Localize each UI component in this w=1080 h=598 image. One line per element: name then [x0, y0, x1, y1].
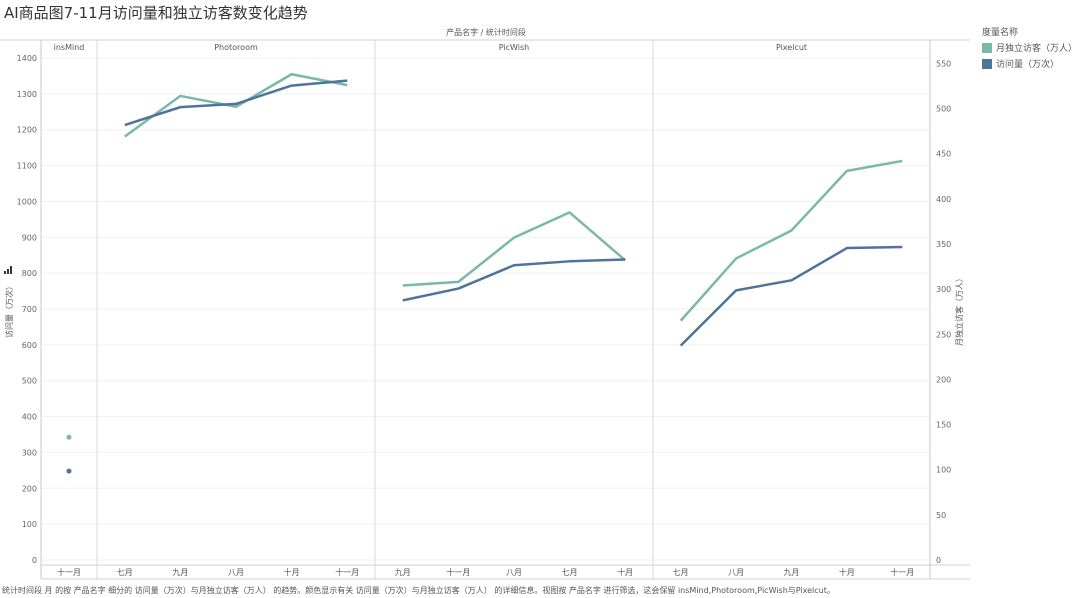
- left-tick-label: 200: [22, 484, 37, 493]
- legend: 度量名称 月独立访客（万人） 访问量（万次）: [982, 25, 1077, 73]
- legend-label-visits: 访问量（万次）: [996, 60, 1060, 70]
- footnote: 统计时间段 月 的按 产品名字 细分的 访问量（万次）与月独立访客（万人） 的趋…: [2, 586, 835, 595]
- x-tick-label: 十月: [617, 567, 633, 577]
- left-tick-label: 0: [32, 556, 37, 565]
- right-tick-label: 250: [936, 330, 951, 339]
- legend-swatch-visitors: [982, 42, 992, 53]
- legend-title: 度量名称: [982, 28, 1019, 38]
- right-tick-label: 350: [936, 240, 951, 249]
- bar-chart-icon: [4, 266, 14, 274]
- visits-line-pixelcut: [679, 245, 903, 347]
- header-label: 产品名字 / 统计时间段: [446, 27, 526, 37]
- right-axis-title: 月独立访客（万人）: [954, 274, 964, 346]
- left-tick-label: 300: [22, 448, 37, 457]
- visits-line-picwish: [402, 258, 626, 302]
- legend-label-visitors: 月独立访客（万人）: [996, 44, 1078, 54]
- x-tick-label: 七月: [673, 568, 689, 577]
- panel-title-insmind: insMind: [54, 43, 85, 52]
- right-tick-label: 550: [936, 59, 951, 68]
- visitors-point: [66, 434, 72, 440]
- x-tick-label: 十一月: [57, 567, 81, 577]
- visits-point: [66, 468, 72, 474]
- visits-line-photoroom: [124, 79, 348, 127]
- right-tick-label: 400: [936, 195, 951, 204]
- left-tick-label: 700: [22, 305, 37, 314]
- left-tick-label: 100: [22, 520, 37, 529]
- panel-title-photoroom: Photoroom: [214, 43, 258, 52]
- visitors-line-pixelcut: [679, 159, 903, 322]
- legend-item-visits[interactable]: 访问量（万次）: [982, 57, 1077, 70]
- x-tick-label: 十月: [284, 567, 300, 577]
- visitors-line-photoroom: [124, 73, 348, 138]
- x-tick-label: 十一月: [890, 567, 914, 577]
- visitors-line-picwish: [402, 211, 627, 287]
- left-tick-label: 1300: [17, 90, 37, 99]
- x-tick-label: 八月: [728, 568, 744, 577]
- right-tick-label: 450: [936, 150, 951, 159]
- left-axis-title: 访问量（万次）: [4, 282, 14, 338]
- right-tick-label: 100: [936, 466, 951, 475]
- left-tick-label: 1200: [17, 126, 37, 135]
- x-tick-label: 十月: [839, 567, 855, 577]
- right-tick-label: 300: [936, 285, 951, 294]
- left-tick-label: 400: [22, 413, 37, 422]
- panel-title-picwish: PicWish: [499, 43, 529, 52]
- x-tick-label: 八月: [228, 568, 244, 577]
- x-tick-label: 八月: [506, 568, 522, 577]
- x-tick-label: 九月: [784, 568, 800, 577]
- legend-swatch-visits: [982, 58, 992, 69]
- right-tick-label: 500: [936, 105, 951, 114]
- x-tick-label: 九月: [395, 568, 411, 577]
- right-tick-label: 0: [936, 556, 941, 565]
- left-tick-label: 800: [22, 269, 37, 278]
- left-tick-label: 1100: [17, 162, 37, 171]
- right-tick-label: 50: [936, 511, 946, 520]
- legend-item-visitors[interactable]: 月独立访客（万人）: [982, 41, 1077, 54]
- left-tick-label: 1000: [17, 197, 37, 206]
- x-tick-label: 七月: [562, 568, 578, 577]
- left-tick-label: 500: [22, 377, 37, 386]
- left-tick-label: 600: [22, 341, 37, 350]
- x-tick-label: 十一月: [335, 567, 359, 577]
- left-tick-label: 900: [22, 233, 37, 242]
- x-tick-label: 九月: [172, 568, 188, 577]
- x-tick-label: 十一月: [446, 567, 470, 577]
- right-tick-label: 200: [936, 375, 951, 384]
- right-tick-label: 150: [936, 421, 951, 430]
- left-tick-label: 1400: [17, 54, 37, 63]
- panel-title-pixelcut: Pixelcut: [776, 43, 807, 52]
- chart-title: AI商品图7-11月访问量和独立访客数变化趋势: [4, 4, 308, 22]
- x-tick-label: 七月: [117, 568, 133, 577]
